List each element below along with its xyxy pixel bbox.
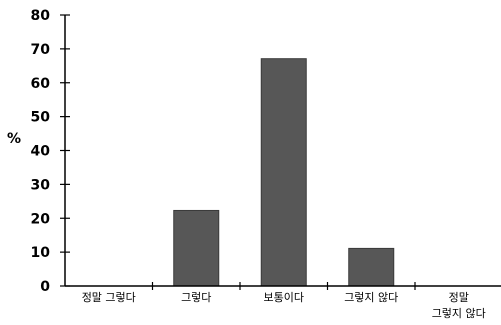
y-tick-label: 0 xyxy=(40,279,50,295)
y-tick-label: 20 xyxy=(31,211,51,227)
y-tick-label: 30 xyxy=(31,177,51,193)
x-tick-label: 정말 그렇다 xyxy=(82,291,136,304)
y-tick-label: 70 xyxy=(31,42,51,58)
y-tick-label: 10 xyxy=(31,245,51,261)
y-axis-label: % xyxy=(7,131,21,147)
y-tick-label: 50 xyxy=(31,110,51,126)
bar xyxy=(173,209,220,287)
bar xyxy=(348,247,395,287)
y-tick-label: 40 xyxy=(31,144,51,160)
bar xyxy=(260,58,307,287)
y-tick-label: 60 xyxy=(31,76,51,92)
x-tick-label: 정말 xyxy=(449,291,469,304)
y-tick-label: 80 xyxy=(31,8,51,24)
x-tick-label: 보통이다 xyxy=(264,291,304,304)
x-tick-label: 그렇다 xyxy=(181,291,211,304)
y-axis: 0 10 20 30 40 50 60 70 80 xyxy=(31,8,70,295)
x-tick-label: 그렇지 않다 xyxy=(432,307,486,320)
x-tick-label: 그렇지 않다 xyxy=(344,291,398,304)
bars xyxy=(173,58,395,287)
